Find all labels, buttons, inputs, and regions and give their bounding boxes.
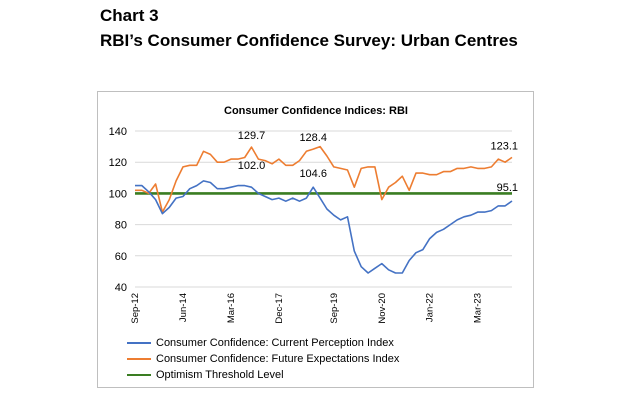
x-tick-label: Mar-16: [226, 293, 237, 323]
y-tick-label: 140: [109, 126, 127, 138]
gridlines: [135, 130, 512, 288]
series-lines: [135, 145, 513, 274]
x-tick-label: Nov-20: [377, 293, 388, 324]
y-tick-label: 100: [109, 188, 127, 200]
chart-number: Chart 3: [100, 6, 159, 25]
legend-label-future: Consumer Confidence: Future Expectations…: [156, 353, 400, 365]
data-label: 123.1: [490, 140, 518, 152]
legend: Consumer Confidence: Current Perception …: [127, 335, 399, 383]
x-tick-label: Mar-23: [473, 293, 484, 323]
page-title: RBI’s Consumer Confidence Survey: Urban …: [100, 31, 518, 50]
legend-swatch-current: [127, 342, 151, 344]
legend-swatch-future: [127, 358, 151, 360]
y-tick-label: 120: [109, 157, 127, 169]
legend-label-current: Consumer Confidence: Current Perception …: [156, 337, 394, 349]
series-line-future: [135, 145, 513, 213]
chart-title: Consumer Confidence Indices: RBI: [224, 105, 408, 117]
legend-item-threshold: Optimism Threshold Level: [127, 367, 399, 383]
x-tick-label: Sep-19: [329, 293, 340, 324]
x-tick-label: Jun-14: [178, 293, 189, 322]
legend-item-future: Consumer Confidence: Future Expectations…: [127, 351, 399, 367]
x-axis: Sep-12 Jun-14 Mar-16 Dec-17 Sep-19 Nov-20 Jan-…: [130, 293, 484, 324]
data-label: 129.7: [238, 130, 266, 142]
data-label: 128.4: [299, 132, 327, 144]
x-tick-label: Sep-12: [130, 293, 141, 324]
series-line-current: [135, 180, 513, 274]
legend-label-threshold: Optimism Threshold Level: [156, 369, 284, 381]
data-label: 104.6: [299, 168, 327, 180]
y-tick-label: 40: [115, 282, 127, 294]
legend-swatch-threshold: [127, 374, 151, 376]
x-tick-label: Jan-22: [425, 293, 436, 322]
x-tick-label: Dec-17: [274, 293, 285, 324]
y-axis: 40 60 80 100 120 140: [109, 126, 127, 294]
data-label: 95.1: [497, 182, 518, 194]
data-labels: 129.7 128.4 123.1 102.0 104.6 95.1: [238, 130, 518, 194]
chart-frame: [97, 91, 534, 388]
legend-item-current: Consumer Confidence: Current Perception …: [127, 335, 399, 351]
data-label: 102.0: [238, 160, 266, 172]
y-tick-label: 60: [115, 251, 127, 263]
y-tick-label: 80: [115, 220, 127, 232]
